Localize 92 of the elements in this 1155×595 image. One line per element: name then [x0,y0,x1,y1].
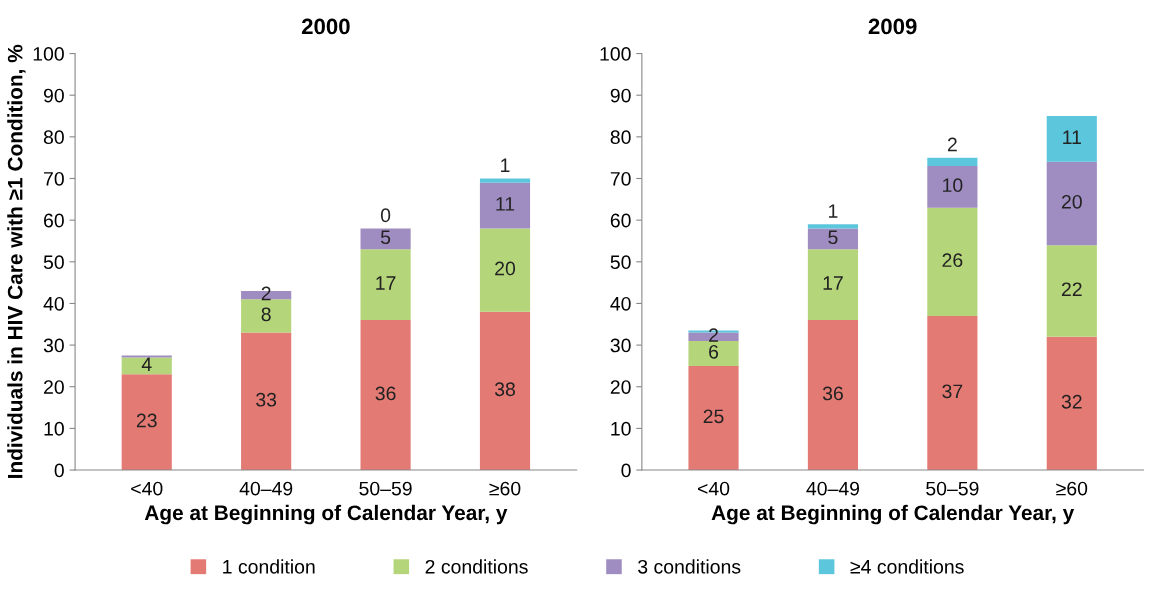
chart-title: 2000 [301,18,350,35]
data-label: 10 [943,178,963,193]
bar [807,249,859,321]
bar [1046,245,1097,337]
bar [360,228,411,250]
bar [927,166,978,208]
y-tick-label: 90 [43,88,64,103]
x-tick-label: <40 [131,481,163,496]
y-tick-label: 60 [610,213,631,228]
data-label: 4 [141,357,152,371]
y-tick-label: 50 [43,255,64,270]
bar [1046,116,1097,162]
data-label: 5 [828,230,838,245]
data-label: 32 [1061,394,1082,409]
bar [479,182,531,229]
y-tick-label: 100 [600,47,631,61]
x-tick-label: <40 [697,481,730,496]
y-tick-label: 90 [610,88,631,103]
y-axis-title: Individuals in HIV Care with ≥1 Condition, % [7,44,26,478]
bar [479,228,531,312]
legend-label: 3 conditions [638,559,741,574]
bar [479,178,531,183]
data-label: 6 [709,344,719,359]
data-label: 2 [709,328,718,342]
data-label: 1 [501,158,510,172]
bar [121,357,172,375]
y-tick-label: 40 [43,296,64,311]
y-tick-label: 20 [610,380,631,394]
bar [479,311,531,471]
bar [807,228,859,250]
y-tick-label: 70 [44,171,64,186]
y-tick-label: 20 [44,380,64,394]
chart-title: 2009 [868,18,917,35]
bar [1046,336,1097,471]
bar [688,365,739,471]
bar [807,224,859,229]
data-label: 36 [375,386,396,401]
x-tick-label: 50–59 [359,481,412,496]
bar [807,320,859,471]
data-label: 8 [261,307,271,322]
data-label: 37 [942,384,963,399]
x-axis-title: Age at Beginning of Calendar Year, y [711,504,1075,525]
data-label: 23 [136,413,157,428]
y-tick-label: 100 [33,47,64,61]
data-label: 0 [380,208,391,223]
bar [241,332,292,471]
y-tick-label: 70 [610,171,631,186]
data-label: 36 [822,386,843,401]
data-label: 22 [1061,282,1082,296]
data-label: 20 [1061,194,1082,209]
bar [360,249,411,321]
data-label: 33 [256,392,277,407]
data-label: 11 [496,197,515,211]
data-label: 11 [1063,130,1081,144]
data-label: 5 [380,230,391,245]
data-label: 2 [947,137,957,152]
y-tick-label: 50 [610,255,631,270]
x-tick-label: ≥60 [1056,481,1088,496]
y-tick-label: 30 [43,338,64,353]
y-tick-label: 40 [610,296,631,311]
bar [360,320,411,471]
y-tick-label: 80 [610,130,631,145]
data-label: 17 [376,276,396,290]
data-label: 17 [823,276,843,290]
bar [1046,161,1097,246]
bar [927,315,978,471]
bar [688,340,739,366]
bar [927,207,978,316]
data-label: 38 [494,382,515,397]
y-tick-label: 60 [44,213,64,228]
y-tick-label: 0 [54,463,64,478]
x-tick-label: ≥60 [489,481,521,496]
bar [927,157,978,167]
y-tick-label: 0 [621,463,631,478]
data-label: 1 [829,204,838,218]
x-axis-title: Age at Beginning of Calendar Year, y [144,504,508,525]
x-tick-label: 40–49 [806,481,860,496]
y-tick-label: 30 [610,338,631,353]
y-tick-label: 80 [43,130,64,145]
data-label: 25 [703,409,724,424]
bar [121,355,172,358]
x-tick-label: 50–59 [926,481,979,496]
data-label: 20 [495,261,516,276]
y-tick-label: 10 [611,421,631,436]
bar [241,299,292,333]
legend-label: 2 conditions [425,559,528,574]
legend-label: ≥4 conditions [850,559,964,574]
x-tick-label: 40–49 [239,481,293,496]
bar [121,374,172,471]
data-label: 26 [942,253,963,268]
y-tick-label: 10 [44,421,64,436]
legend-label: 1 condition [223,559,315,574]
